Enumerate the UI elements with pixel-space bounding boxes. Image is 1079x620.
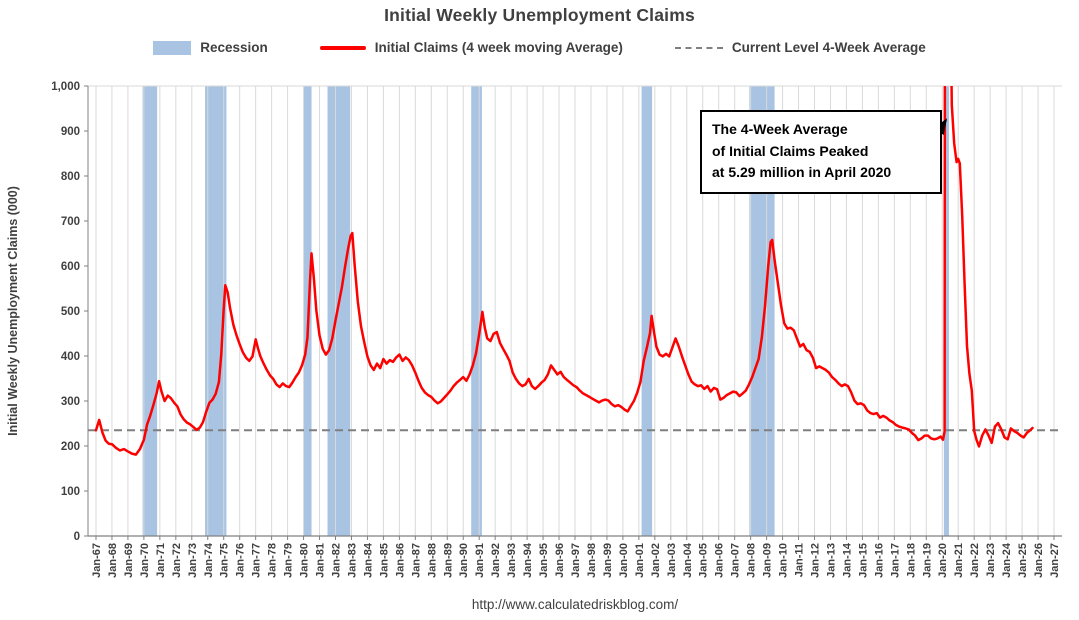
recession-band: [327, 86, 351, 536]
svg-text:Jan-84: Jan-84: [362, 542, 374, 578]
svg-text:Jan-75: Jan-75: [219, 543, 231, 578]
svg-text:Jan-87: Jan-87: [410, 543, 422, 578]
svg-text:Jan-95: Jan-95: [538, 543, 550, 578]
chart-legend: Recession Initial Claims (4 week moving …: [0, 40, 1079, 55]
svg-text:Jan-05: Jan-05: [698, 543, 710, 578]
svg-text:Jan-12: Jan-12: [810, 543, 822, 578]
recession-swatch-icon: [153, 40, 192, 55]
svg-text:Jan-72: Jan-72: [171, 543, 183, 578]
chart-title: Initial Weekly Unemployment Claims: [384, 5, 695, 25]
recession-band: [142, 86, 158, 536]
legend-item-current-level: Current Level 4-Week Average: [674, 40, 926, 55]
svg-text:Jan-70: Jan-70: [139, 543, 151, 578]
svg-text:600: 600: [61, 261, 80, 273]
svg-text:500: 500: [61, 306, 80, 318]
legend-label-current-level: Current Level 4-Week Average: [731, 40, 926, 55]
svg-text:Jan-21: Jan-21: [953, 543, 965, 578]
svg-text:Jan-01: Jan-01: [634, 543, 646, 578]
recession-band: [641, 86, 653, 536]
svg-text:Jan-26: Jan-26: [1033, 543, 1045, 578]
svg-text:700: 700: [61, 216, 80, 228]
recession-band: [471, 86, 482, 536]
svg-text:Jan-22: Jan-22: [969, 543, 981, 578]
svg-text:Jan-27: Jan-27: [1049, 543, 1061, 578]
svg-text:Jan-79: Jan-79: [283, 543, 295, 578]
legend-label-recession: Recession: [200, 40, 268, 55]
svg-text:Jan-82: Jan-82: [330, 543, 342, 578]
svg-text:Jan-00: Jan-00: [618, 543, 630, 578]
svg-text:Jan-03: Jan-03: [666, 543, 678, 578]
svg-text:100: 100: [61, 486, 80, 498]
svg-text:Jan-07: Jan-07: [730, 543, 742, 578]
svg-text:Jan-99: Jan-99: [602, 543, 614, 578]
svg-text:Jan-19: Jan-19: [921, 543, 933, 578]
legend-item-recession: Recession: [153, 40, 268, 55]
claims-chart-plot: Jan-67 Jan-68 Jan-69 Jan-70 Jan-71 Jan-72 Jan-…: [6, 81, 1062, 578]
svg-text:Jan-68: Jan-68: [107, 543, 119, 578]
svg-text:Jan-24: Jan-24: [1001, 542, 1013, 578]
svg-text:1,000: 1,000: [51, 81, 80, 93]
svg-text:Jan-69: Jan-69: [123, 543, 135, 578]
svg-text:Jan-23: Jan-23: [985, 543, 997, 578]
svg-text:Jan-06: Jan-06: [714, 543, 726, 578]
source-url: http://www.calculatedriskblog.com/: [471, 597, 679, 612]
svg-text:Jan-83: Jan-83: [346, 543, 358, 578]
svg-text:400: 400: [61, 351, 80, 363]
svg-text:Jan-08: Jan-08: [746, 543, 758, 578]
svg-text:Jan-04: Jan-04: [682, 542, 694, 578]
svg-text:Jan-89: Jan-89: [442, 543, 454, 578]
svg-text:Jan-94: Jan-94: [522, 542, 534, 578]
svg-text:Jan-17: Jan-17: [889, 543, 901, 578]
svg-text:Jan-11: Jan-11: [794, 543, 806, 577]
peak-annotation-line-2: of Initial Claims Peaked: [712, 142, 869, 159]
svg-text:Jan-98: Jan-98: [586, 543, 598, 578]
svg-text:Jan-80: Jan-80: [299, 543, 311, 578]
svg-text:Jan-86: Jan-86: [394, 543, 406, 578]
dashed-line-swatch-icon: [674, 46, 723, 49]
svg-text:Jan-09: Jan-09: [762, 543, 774, 578]
svg-text:Jan-96: Jan-96: [554, 543, 566, 578]
svg-text:Jan-16: Jan-16: [873, 543, 885, 578]
svg-text:900: 900: [61, 126, 80, 138]
svg-text:Jan-93: Jan-93: [506, 543, 518, 578]
legend-item-initial-claims: Initial Claims (4 week moving Average): [319, 40, 623, 55]
svg-text:800: 800: [61, 171, 80, 183]
legend-label-initial-claims: Initial Claims (4 week moving Average): [374, 40, 623, 55]
svg-text:Jan-25: Jan-25: [1017, 543, 1029, 578]
svg-text:Jan-76: Jan-76: [235, 543, 247, 578]
svg-text:Jan-14: Jan-14: [841, 542, 853, 578]
svg-text:Initial Weekly Unemployment Cl: Initial Weekly Unemployment Claims (000): [6, 186, 20, 436]
initial-claims-line: [94, 86, 1034, 456]
peak-annotation-box: The 4-Week Average of Initial Claims Pea…: [700, 110, 942, 195]
svg-text:Jan-91: Jan-91: [474, 543, 486, 578]
svg-text:Jan-13: Jan-13: [825, 543, 837, 578]
svg-text:Jan-88: Jan-88: [426, 543, 438, 578]
svg-text:Jan-02: Jan-02: [650, 543, 662, 578]
peak-annotation-line-3: at 5.29 million in April 2020: [712, 164, 892, 181]
svg-text:Jan-15: Jan-15: [857, 543, 869, 578]
red-line-swatch-icon: [319, 45, 366, 50]
svg-text:Jan-71: Jan-71: [155, 543, 167, 578]
svg-text:300: 300: [61, 396, 80, 408]
svg-text:0: 0: [74, 531, 80, 543]
svg-text:Jan-78: Jan-78: [267, 543, 279, 578]
svg-text:Jan-67: Jan-67: [91, 543, 103, 578]
svg-text:Jan-20: Jan-20: [937, 543, 949, 578]
svg-text:Jan-85: Jan-85: [378, 543, 390, 578]
svg-text:Jan-73: Jan-73: [187, 543, 199, 578]
svg-text:Jan-74: Jan-74: [203, 542, 215, 578]
recession-band: [943, 86, 949, 536]
svg-text:Jan-97: Jan-97: [570, 543, 582, 578]
svg-text:200: 200: [61, 441, 80, 453]
svg-text:Jan-90: Jan-90: [458, 543, 470, 578]
svg-text:Jan-10: Jan-10: [778, 543, 790, 578]
svg-text:Jan-92: Jan-92: [490, 543, 502, 578]
svg-text:Jan-77: Jan-77: [251, 543, 263, 578]
peak-annotation-line-1: The 4-Week Average: [712, 121, 848, 137]
svg-text:Jan-18: Jan-18: [905, 543, 917, 578]
svg-text:Jan-81: Jan-81: [315, 543, 327, 578]
recession-band: [205, 86, 227, 536]
